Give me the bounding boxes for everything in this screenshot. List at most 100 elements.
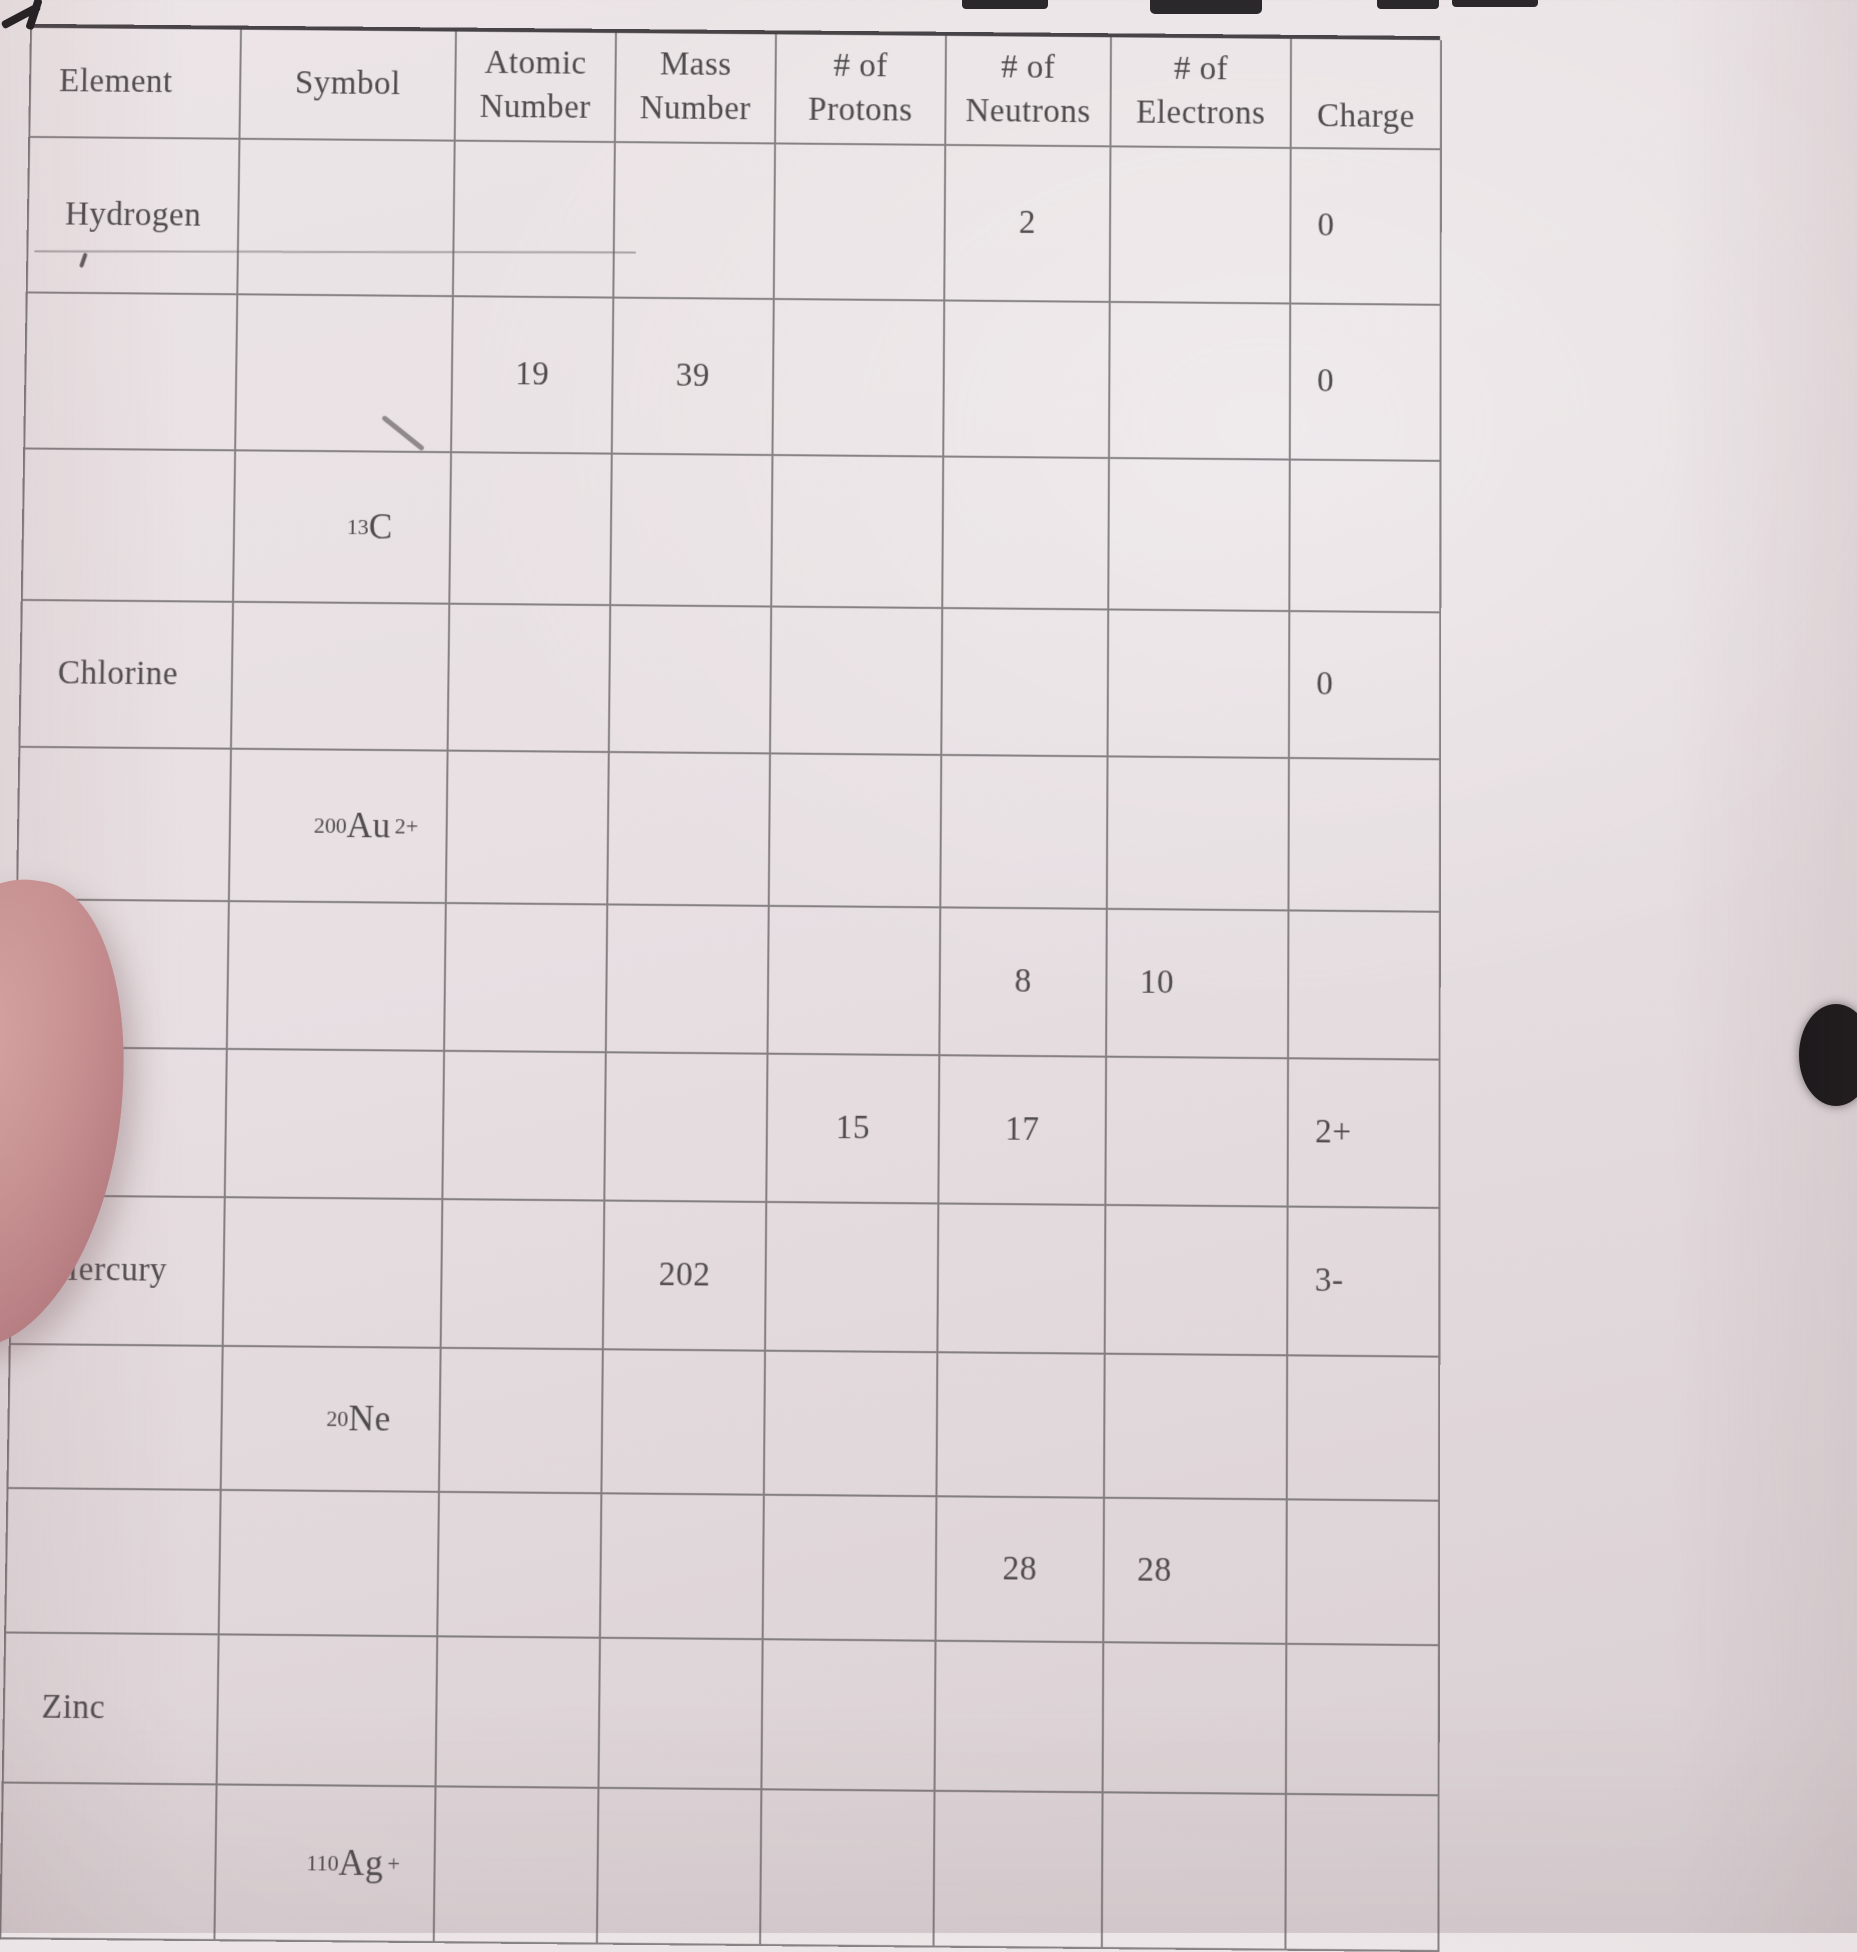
cell-symbol: 110 Ag + xyxy=(215,1785,437,1944)
cell-protons xyxy=(763,1495,938,1642)
cell-neutrons xyxy=(943,457,1110,611)
cell-neutrons: 28 xyxy=(936,1497,1105,1644)
cell-mass_number xyxy=(600,1494,765,1641)
charge-superscript: 2+ xyxy=(394,813,419,839)
cell-electrons xyxy=(1104,1354,1289,1501)
cell-charge xyxy=(1290,460,1442,614)
cell-atomic_number xyxy=(434,1787,600,1945)
cell-protons xyxy=(774,144,947,302)
header-symbol: Symbol xyxy=(240,29,457,142)
mass-number-superscript: 13 xyxy=(346,514,369,539)
cell-electrons xyxy=(1108,610,1291,760)
cell-symbol xyxy=(236,295,454,454)
header-atomic_number: Atomic Number xyxy=(455,31,617,144)
cell-mass_number xyxy=(602,1350,767,1496)
mass-number-superscript: 20 xyxy=(326,1405,349,1431)
cell-atomic_number xyxy=(436,1637,601,1789)
header-protons: # of Protons xyxy=(776,34,947,146)
cell-neutrons xyxy=(941,755,1109,910)
cell-mass_number xyxy=(608,753,771,907)
cell-mass_number: 39 xyxy=(612,298,775,457)
cell-protons xyxy=(772,456,945,610)
cell-mass_number xyxy=(611,454,774,608)
cell-element xyxy=(17,747,232,903)
cell-element xyxy=(6,1489,222,1636)
cell-charge: 0 xyxy=(1291,148,1442,306)
cell-symbol: 200 Au 2+ xyxy=(229,749,449,905)
cell-protons xyxy=(764,1351,939,1498)
paper-sheet: Element Symbol Atomic Number Mass Number # o… xyxy=(0,23,1443,1952)
cell-mass_number xyxy=(606,905,770,1055)
cell-symbol xyxy=(223,1198,444,1349)
cell-mass_number xyxy=(609,606,773,755)
charge-superscript: + xyxy=(387,1850,400,1876)
cell-electrons xyxy=(1109,458,1291,613)
header-neutrons: # of Neutrons xyxy=(946,35,1112,148)
cell-protons xyxy=(766,1202,940,1354)
cell-symbol: 13 C xyxy=(234,451,453,605)
cell-symbol xyxy=(225,1049,446,1201)
cell-electrons xyxy=(1110,147,1292,305)
element-symbol: Ag xyxy=(338,1842,384,1884)
isotope-table: Element Symbol Atomic Number Mass Number # o… xyxy=(0,23,1443,1952)
cell-atomic_number xyxy=(438,1492,603,1639)
cell-protons xyxy=(770,607,944,756)
cell-mass_number xyxy=(597,1788,763,1947)
cell-atomic_number xyxy=(453,141,616,299)
cell-mass_number xyxy=(614,143,777,300)
cell-neutrons xyxy=(944,301,1111,459)
cell-atomic_number xyxy=(450,453,613,607)
page-edge-mark xyxy=(1377,0,1439,9)
page-edge-mark xyxy=(1150,0,1262,14)
cell-element xyxy=(22,449,237,603)
cell-neutrons xyxy=(934,1791,1104,1950)
cell-protons xyxy=(768,906,942,1057)
cell-element xyxy=(8,1345,224,1491)
cell-charge xyxy=(1287,1500,1441,1647)
cell-electrons xyxy=(1109,302,1292,461)
cell-atomic_number: 19 xyxy=(452,297,615,455)
cell-protons: 15 xyxy=(767,1054,941,1205)
cell-neutrons xyxy=(942,609,1110,758)
element-symbol: Ne xyxy=(348,1398,392,1439)
cell-charge xyxy=(1289,759,1442,913)
element-symbol: C xyxy=(368,506,393,547)
page-edge-mark xyxy=(962,0,1048,9)
cell-protons xyxy=(762,1640,937,1792)
cell-symbol xyxy=(227,902,447,1052)
cell-charge: 0 xyxy=(1290,304,1442,462)
header-charge: Charge xyxy=(1291,38,1443,151)
cell-mass_number xyxy=(605,1053,769,1203)
cell-atomic_number xyxy=(443,1051,607,1202)
element-symbol: Au xyxy=(346,805,392,846)
cell-element xyxy=(25,293,239,452)
cell-charge: 0 xyxy=(1289,612,1442,761)
cell-symbol xyxy=(231,602,451,752)
header-electrons: # of Electrons xyxy=(1111,37,1292,149)
cell-charge xyxy=(1286,1644,1440,1797)
cell-neutrons: 2 xyxy=(945,145,1112,303)
dark-spot xyxy=(1799,1004,1857,1106)
cell-electrons: 10 xyxy=(1107,909,1290,1060)
mass-number-superscript: 200 xyxy=(313,812,347,838)
cell-protons xyxy=(769,754,943,909)
cell-neutrons: 8 xyxy=(940,908,1108,1058)
cell-element: Hydrogen xyxy=(27,137,241,296)
cell-charge: 3- xyxy=(1288,1207,1441,1358)
cell-element xyxy=(1,1783,218,1942)
cell-charge xyxy=(1289,911,1441,1061)
cell-mass_number xyxy=(599,1638,764,1791)
cell-atomic_number xyxy=(448,604,612,754)
cell-symbol xyxy=(217,1635,439,1788)
cell-electrons xyxy=(1102,1793,1287,1951)
header-element: Element xyxy=(30,27,242,140)
cell-electrons xyxy=(1106,1057,1290,1208)
cell-neutrons: 17 xyxy=(939,1056,1108,1206)
cell-charge xyxy=(1287,1356,1441,1502)
cell-atomic_number xyxy=(441,1200,606,1351)
cell-atomic_number xyxy=(439,1348,604,1495)
cell-neutrons xyxy=(935,1641,1105,1794)
cell-electrons xyxy=(1105,1205,1289,1357)
cell-symbol xyxy=(238,139,456,298)
